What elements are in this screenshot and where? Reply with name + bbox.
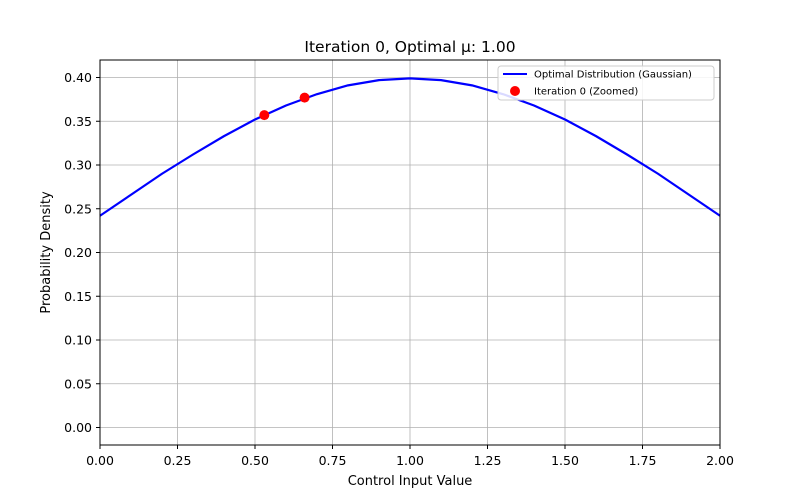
y-tick-label: 0.00: [64, 420, 92, 435]
x-tick-label: 0.75: [319, 453, 347, 468]
x-tick-label: 0.00: [86, 453, 114, 468]
x-tick-label: 1.25: [474, 453, 502, 468]
y-tick-label: 0.40: [64, 70, 92, 85]
x-tick-label: 0.50: [241, 453, 269, 468]
legend-label-iteration: Iteration 0 (Zoomed): [534, 87, 638, 98]
ticks: 0.00 0.25 0.50 0.75 1.00 1.25 1.50 1.75 2.00 0.00…: [64, 70, 734, 468]
y-tick-label: 0.10: [64, 333, 92, 348]
x-tick-label: 0.25: [164, 453, 192, 468]
x-tick-label: 1.50: [551, 453, 579, 468]
x-tick-label: 1.00: [396, 453, 424, 468]
x-axis-title: Control Input Value: [348, 474, 473, 489]
scatter-point: [299, 92, 310, 103]
legend-box: [497, 65, 715, 101]
legend: Optimal Distribution (Gaussian) Iteratio…: [497, 65, 715, 101]
y-tick-label: 0.05: [64, 376, 92, 391]
chart-title: Iteration 0, Optimal μ: 1.00: [304, 38, 515, 56]
y-tick-label: 0.30: [64, 158, 92, 173]
plot-area: [99, 77, 721, 217]
y-tick-label: 0.15: [64, 289, 92, 304]
series-line-gaussian: [99, 77, 721, 217]
y-tick-label: 0.25: [64, 201, 92, 216]
y-tick-label: 0.20: [64, 245, 92, 260]
x-tick-label: 2.00: [706, 453, 734, 468]
legend-marker-swatch: [510, 86, 520, 96]
legend-label-gaussian: Optimal Distribution (Gaussian): [534, 70, 692, 81]
x-tick-label: 1.75: [629, 453, 657, 468]
y-tick-label: 0.35: [64, 114, 92, 129]
scatter-point: [259, 110, 270, 121]
y-axis-title: Probability Density: [39, 191, 54, 314]
